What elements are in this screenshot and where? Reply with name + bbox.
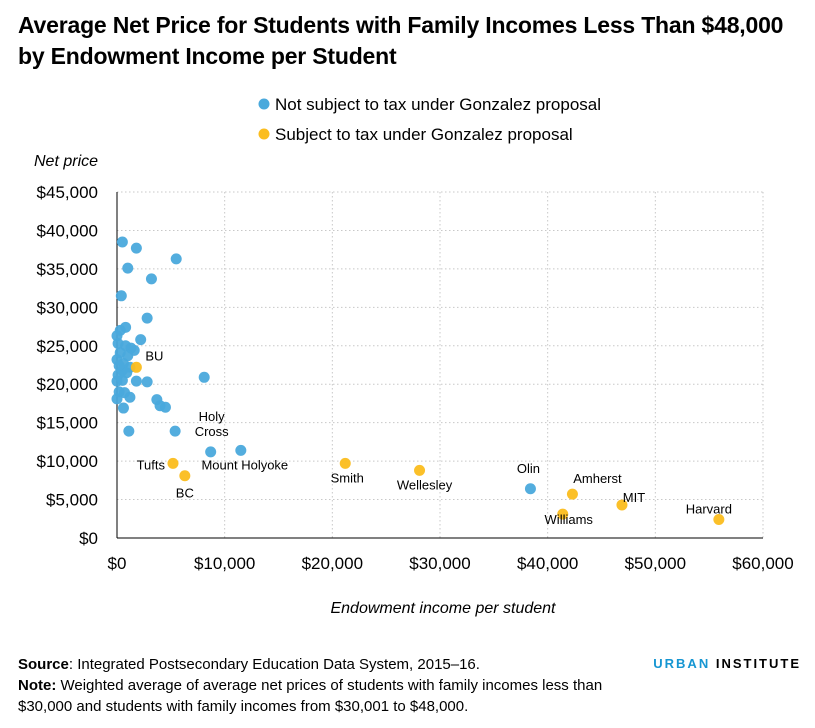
point-not-subject	[141, 312, 153, 324]
y-tick-label: $15,000	[37, 414, 98, 433]
point-label: Olin	[517, 461, 540, 476]
y-tick-label: $25,000	[37, 337, 98, 356]
point-label: Williams	[545, 512, 594, 527]
point-not-subject	[524, 483, 536, 495]
y-tick-label: $40,000	[37, 221, 98, 240]
point-not-subject	[205, 446, 217, 458]
note-line: Note: Weighted average of average net pr…	[18, 675, 638, 717]
brand-part1: URBAN	[653, 656, 711, 671]
point-not-subject	[159, 401, 171, 413]
y-tick-label: $35,000	[37, 260, 98, 279]
legend-label: Subject to tax under Gonzalez proposal	[275, 125, 573, 144]
y-tick-label: $0	[79, 529, 98, 548]
legend-marker	[258, 98, 270, 110]
point-subject	[616, 499, 628, 511]
point-not-subject	[111, 393, 123, 405]
point-label: BU	[145, 348, 163, 363]
point-subject	[557, 508, 569, 520]
point-not-subject	[130, 242, 142, 254]
source-text: : Integrated Postsecondary Education Dat…	[68, 656, 480, 673]
point-label: Tufts	[137, 457, 166, 472]
point-not-subject	[170, 253, 182, 265]
point-subject	[130, 361, 142, 373]
point-not-subject	[116, 236, 128, 248]
x-tick-label: $40,000	[517, 554, 578, 573]
point-subject	[414, 464, 426, 476]
point-label: Amherst	[573, 471, 622, 486]
y-axis-title: Net price	[34, 153, 98, 170]
point-not-subject	[135, 334, 147, 346]
point-label: Smith	[331, 470, 364, 485]
note-label: Note:	[18, 677, 57, 694]
point-not-subject	[235, 444, 247, 456]
point-label: Harvard	[686, 502, 732, 517]
scatter-chart: $0 $5,000 $10,000 $15,000 $20,000 $25,000 $30,…	[34, 95, 794, 617]
point-label: BC	[176, 486, 194, 501]
urban-institute-logo: URBAN INSTITUTE	[653, 656, 801, 671]
x-tick-label: $60,000	[732, 554, 793, 573]
point-not-subject	[145, 273, 157, 285]
point-label: MIT	[623, 490, 645, 505]
point-label: Wellesley	[397, 477, 453, 492]
point-subject	[167, 457, 179, 469]
point-not-subject	[198, 371, 210, 383]
point-not-subject	[141, 376, 153, 388]
point-not-subject	[122, 262, 134, 274]
point-subject	[179, 470, 191, 482]
footer: Source: Integrated Postsecondary Educati…	[18, 654, 638, 717]
point-label: Mount Holyoke	[201, 457, 288, 472]
legend-label: Not subject to tax under Gonzalez propos…	[275, 95, 601, 114]
brand-part2: INSTITUTE	[710, 656, 801, 671]
point-subject	[339, 457, 351, 469]
point-subject	[713, 514, 725, 526]
point-subject	[566, 488, 578, 500]
point-not-subject	[111, 375, 123, 387]
y-tick-label: $45,000	[37, 183, 98, 202]
note-text: Weighted average of average net prices o…	[18, 677, 603, 715]
source-line: Source: Integrated Postsecondary Educati…	[18, 654, 638, 675]
source-label: Source	[18, 656, 69, 673]
x-tick-label: $50,000	[625, 554, 686, 573]
point-not-subject	[169, 425, 181, 437]
chart-title: Average Net Price for Students with Fami…	[18, 12, 784, 69]
point-label: Holy	[199, 409, 226, 424]
point-not-subject	[123, 425, 135, 437]
y-tick-label: $20,000	[37, 375, 98, 394]
point-not-subject	[124, 391, 136, 403]
x-tick-label: $0	[108, 554, 127, 573]
y-tick-label: $30,000	[37, 298, 98, 317]
x-tick-label: $20,000	[302, 554, 363, 573]
x-tick-label: $30,000	[409, 554, 470, 573]
y-tick-label: $10,000	[37, 452, 98, 471]
x-axis-title: Endowment income per student	[330, 600, 556, 617]
point-not-subject	[130, 375, 142, 387]
y-tick-label: $5,000	[46, 491, 98, 510]
x-tick-label: $10,000	[194, 554, 255, 573]
point-label: Cross	[195, 424, 229, 439]
legend-marker	[258, 128, 270, 140]
point-not-subject	[117, 402, 129, 414]
point-not-subject	[115, 290, 127, 302]
